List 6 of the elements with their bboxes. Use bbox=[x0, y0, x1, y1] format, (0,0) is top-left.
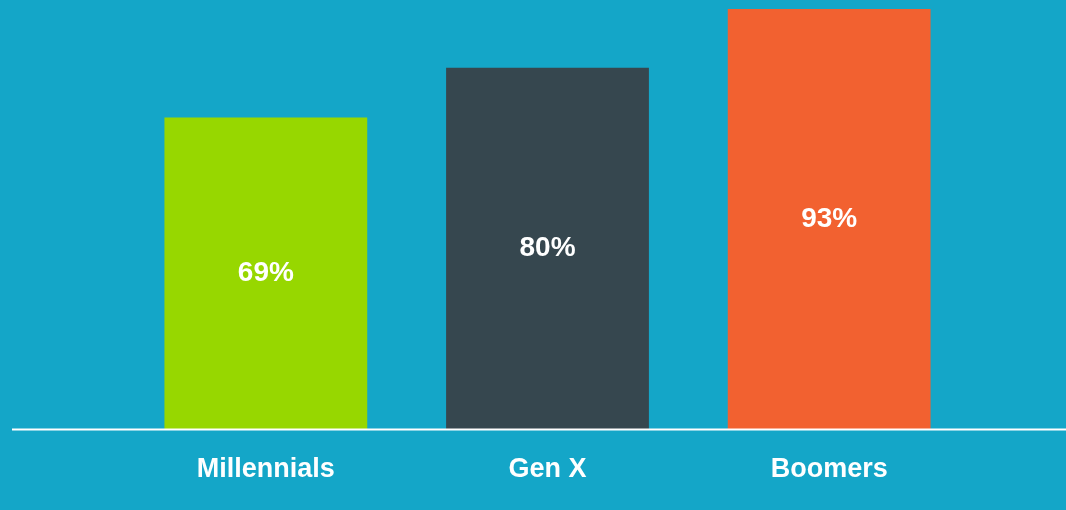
data-label: 80% bbox=[519, 231, 576, 263]
data-label: 93% bbox=[801, 202, 858, 234]
x-tick-label: Millennials bbox=[196, 453, 335, 484]
x-tick-label: Gen X bbox=[508, 453, 587, 484]
x-tick-label: Boomers bbox=[770, 453, 888, 484]
data-label: 69% bbox=[237, 256, 294, 288]
